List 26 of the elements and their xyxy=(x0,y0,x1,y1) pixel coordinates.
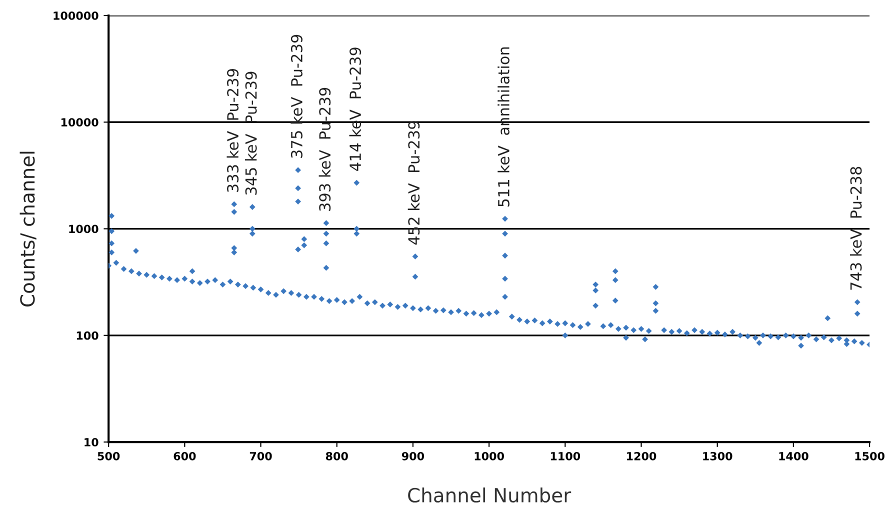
x-tick-label: 900 xyxy=(402,452,424,460)
annotation: 452 keV Pu-239 xyxy=(408,121,420,245)
x-axis-title: Channel Number xyxy=(408,488,572,503)
annotation: 393 keV Pu-239 xyxy=(318,88,331,211)
annotation: 511 keV annihilation xyxy=(498,47,510,207)
x-tick-label: 1200 xyxy=(627,452,656,460)
y-axis-title: Counts/ channel xyxy=(20,152,36,306)
y-tick-label: 1000 xyxy=(69,224,98,234)
annotation: 743 keV Pu-238 xyxy=(850,166,862,290)
annotation: 345 keV Pu-239 xyxy=(245,72,257,195)
x-tick-label: 1100 xyxy=(550,452,580,460)
x-tick-label: 600 xyxy=(174,452,196,460)
y-tick-label: 10 xyxy=(84,438,98,446)
x-tick-label: 1500 xyxy=(855,452,884,460)
x-tick-label: 500 xyxy=(98,452,120,460)
annotation: 414 keV Pu-239 xyxy=(349,48,362,171)
x-tick-label: 700 xyxy=(250,452,272,460)
x-tick-label: 1300 xyxy=(703,452,732,460)
x-tick-label: 1000 xyxy=(474,452,504,460)
y-tick-label: 10000 xyxy=(61,118,98,127)
annotation: 375 keV Pu-239 xyxy=(290,34,302,158)
y-tick-label: 100 xyxy=(76,331,98,340)
y-tick-label: 100000 xyxy=(54,11,98,20)
annotation: 333 keV Pu-239 xyxy=(226,68,239,192)
x-tick-label: 800 xyxy=(326,452,348,460)
x-tick-label: 1400 xyxy=(779,452,808,460)
